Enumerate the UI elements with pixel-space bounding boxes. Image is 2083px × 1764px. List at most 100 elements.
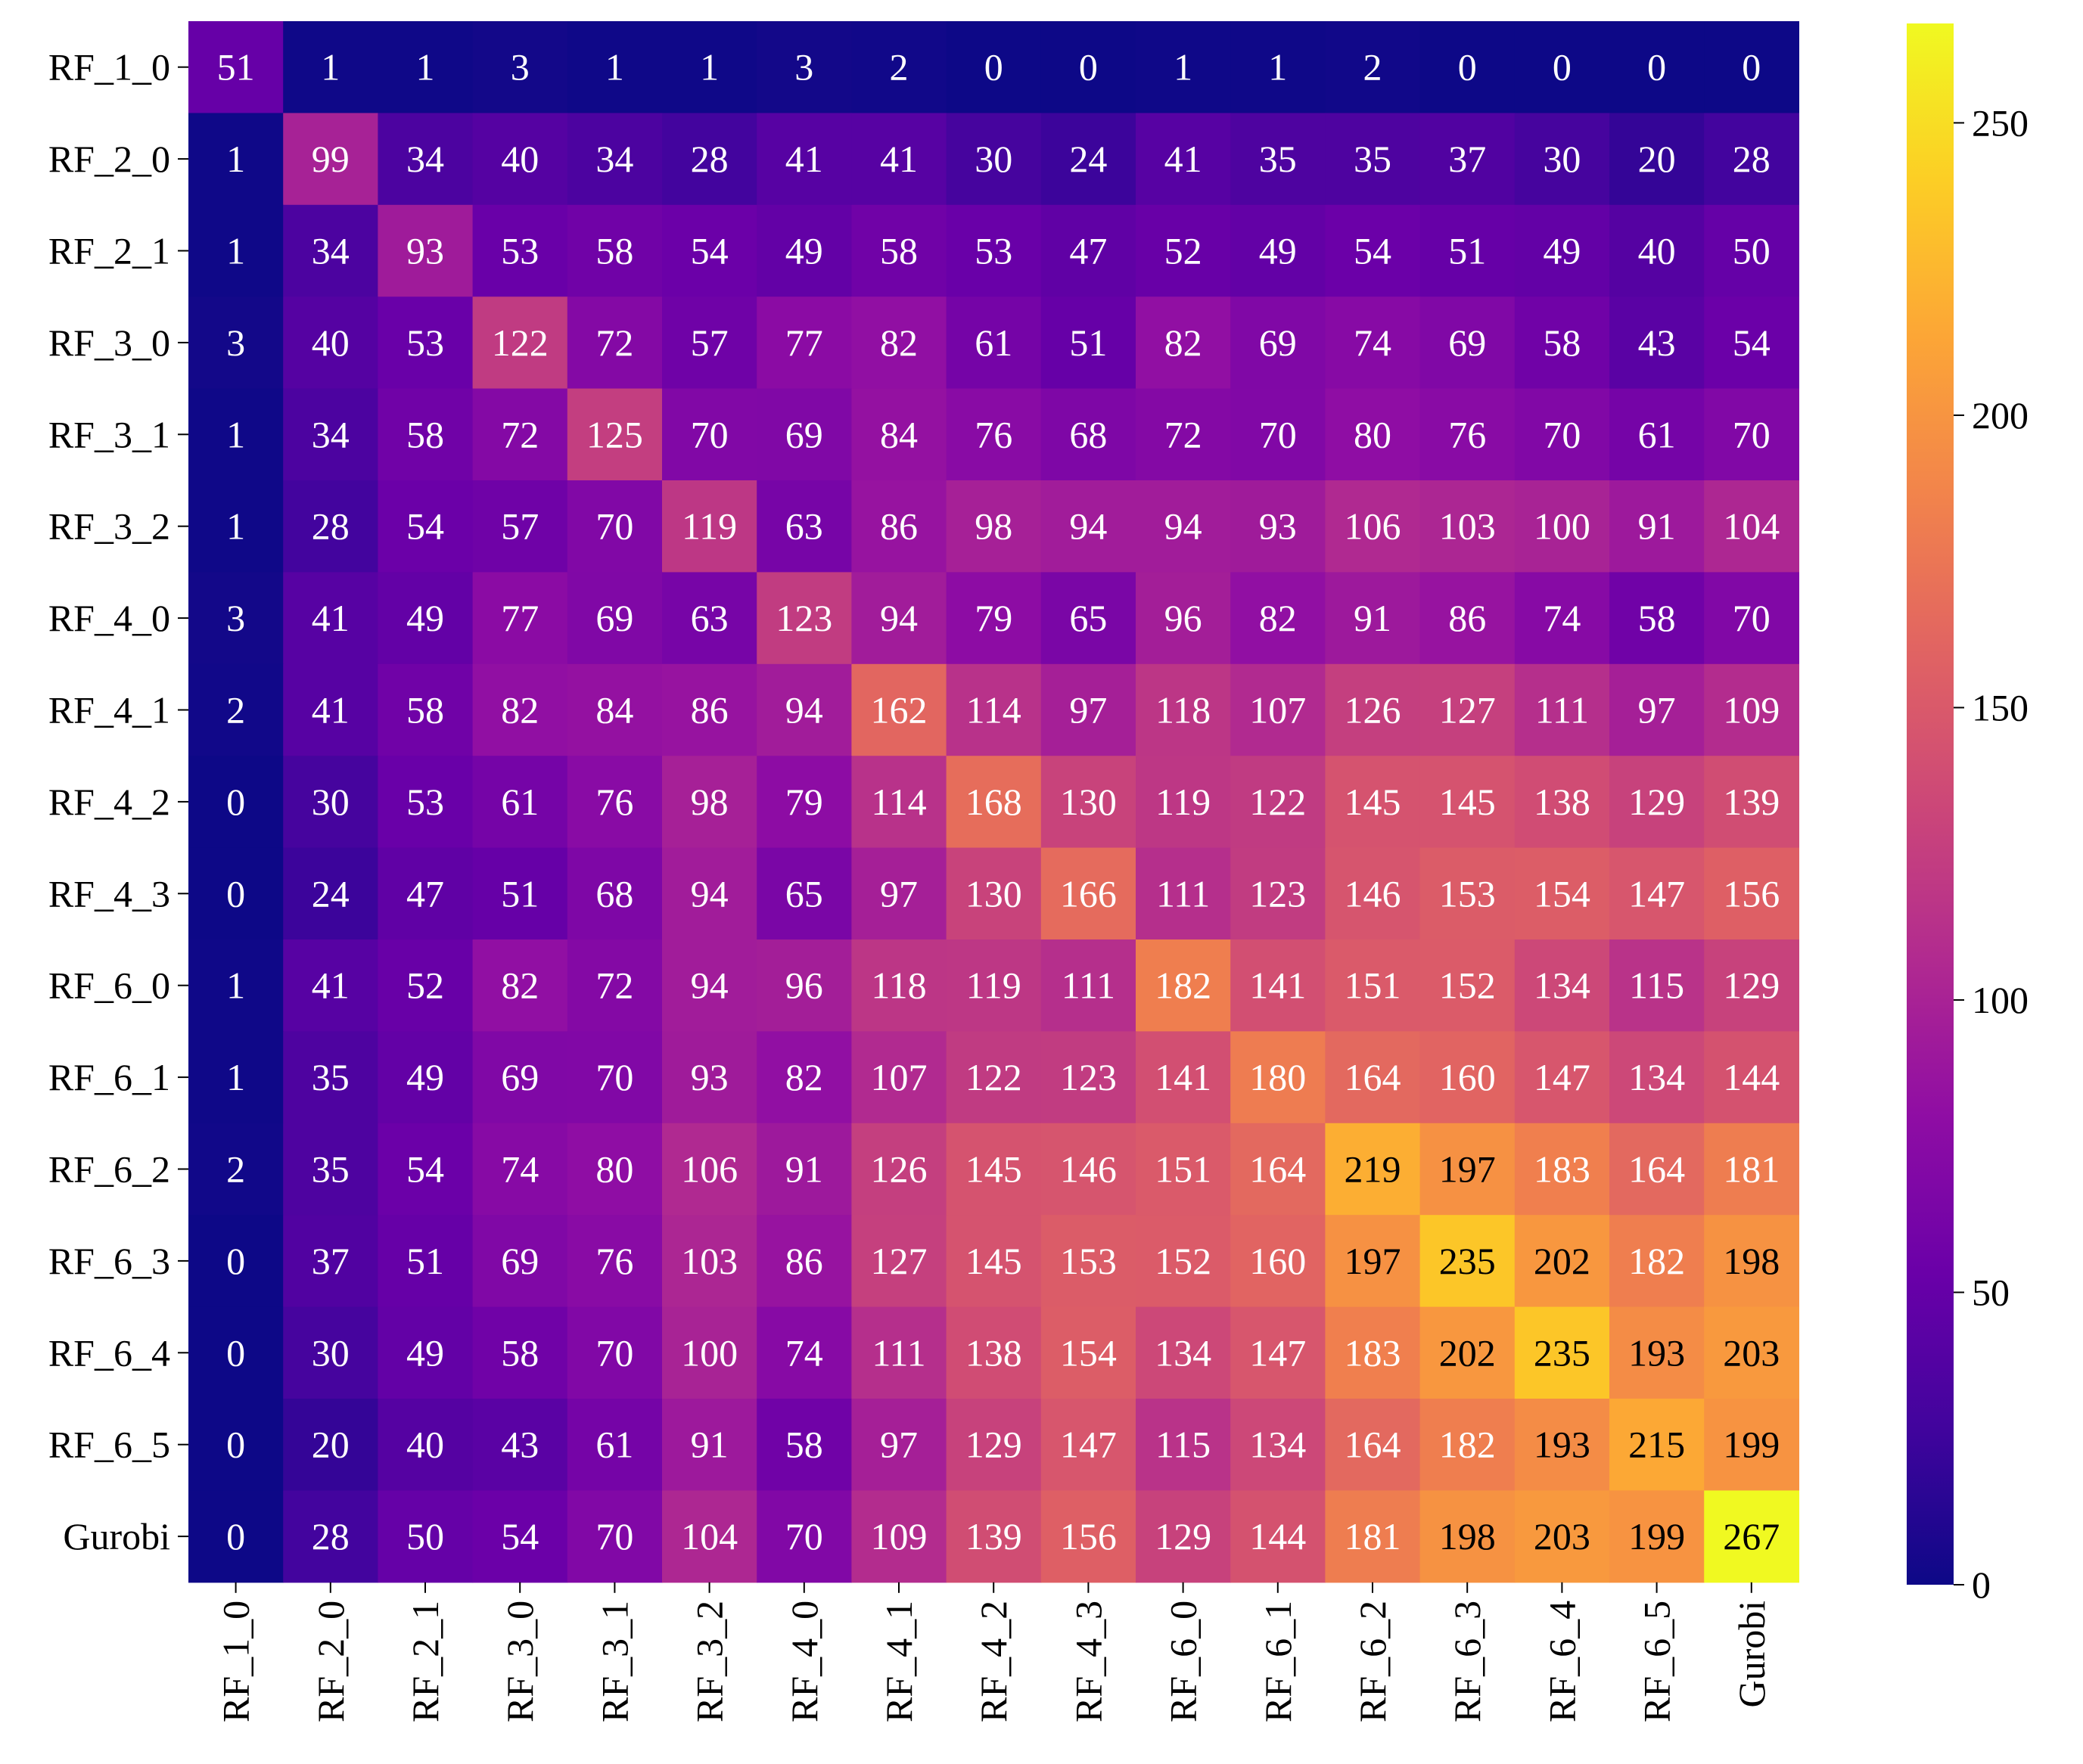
cell-value-label: 1 (416, 46, 435, 89)
colorbar-tick-label: 100 (1972, 979, 2029, 1021)
cell-value-label: 193 (1534, 1424, 1590, 1466)
y-tick-label: RF_6_0 (48, 964, 170, 1007)
heatmap-cell (1514, 1399, 1610, 1491)
heatmap-cell (757, 480, 852, 573)
cell-value-label: 61 (975, 321, 1012, 364)
heatmap-cell (1040, 1306, 1136, 1399)
heatmap-cell (1325, 1215, 1421, 1308)
heatmap-cell (1419, 1490, 1516, 1583)
cell-value-label: 37 (1448, 138, 1486, 180)
heatmap-cell (1040, 297, 1136, 390)
x-tick-label: RF_4_3 (1067, 1601, 1109, 1722)
y-tick-label: RF_4_2 (48, 781, 170, 823)
heatmap-cell (946, 388, 1042, 481)
cell-value-label: 86 (785, 1240, 823, 1282)
heatmap-cell (378, 847, 474, 940)
cell-value-label: 57 (691, 321, 729, 364)
heatmap-cell (567, 113, 663, 206)
heatmap-cell (1230, 113, 1326, 206)
cell-value-label: 20 (1638, 138, 1676, 180)
cell-value-label: 3 (226, 321, 245, 364)
heatmap-cell (1419, 113, 1516, 206)
heatmap-cell (1230, 1490, 1326, 1583)
heatmap-cell (1609, 204, 1705, 297)
heatmap-cell (472, 113, 568, 206)
heatmap-cell (283, 1031, 378, 1124)
heatmap-cell (567, 388, 663, 481)
cell-value-label: 0 (226, 1240, 245, 1282)
cell-value-label: 76 (1448, 413, 1486, 455)
heatmap-cell (472, 1123, 568, 1216)
cell-value-label: 30 (312, 781, 350, 823)
x-tick-label: RF_6_0 (1162, 1601, 1205, 1722)
cell-value-label: 58 (406, 689, 444, 731)
cell-value-label: 82 (785, 1056, 823, 1098)
heatmap-cell (1514, 297, 1610, 390)
heatmap-cell (757, 1399, 852, 1491)
cell-value-label: 123 (1060, 1056, 1117, 1098)
heatmap-cell (946, 297, 1042, 390)
heatmap-cell (1230, 1031, 1326, 1124)
cell-value-label: 40 (312, 321, 350, 364)
y-tick-label: RF_6_4 (48, 1331, 170, 1374)
heatmap-cell (946, 21, 1042, 113)
heatmap-cell (472, 663, 568, 756)
cell-value-label: 70 (1733, 413, 1771, 455)
cell-value-label: 43 (501, 1424, 539, 1466)
cell-value-label: 162 (871, 689, 928, 731)
heatmap-cell (1325, 939, 1421, 1032)
cell-value-label: 111 (1156, 872, 1210, 915)
y-tick-label: RF_2_1 (48, 230, 170, 272)
cell-value-label: 127 (871, 1240, 928, 1282)
cell-value-label: 52 (1164, 230, 1202, 272)
colorbar: 0 50 100 150 200 250 (1907, 23, 2029, 1606)
heatmap-cell (1704, 1490, 1799, 1583)
cell-value-label: 76 (595, 781, 633, 823)
heatmap-cell (1230, 1123, 1326, 1216)
cell-value-label: 168 (965, 781, 1022, 823)
heatmap-cell (1514, 1215, 1610, 1308)
heatmap-cell (188, 572, 284, 665)
heatmap-cell (662, 756, 757, 849)
heatmap-cell (567, 297, 663, 390)
heatmap-cell (1230, 1399, 1326, 1491)
cell-value-label: 122 (1249, 781, 1306, 823)
cell-value-label: 235 (1439, 1240, 1496, 1282)
heatmap-cell (1514, 663, 1610, 756)
heatmap-cell (1609, 113, 1705, 206)
cell-value-label: 49 (785, 230, 823, 272)
cell-value-label: 37 (312, 1240, 350, 1282)
heatmap-cell (1325, 847, 1421, 940)
cell-value-label: 49 (406, 1331, 444, 1374)
cell-value-label: 97 (1638, 689, 1676, 731)
cell-value-label: 94 (785, 689, 823, 731)
cell-value-label: 2 (890, 46, 909, 89)
cell-value-label: 145 (965, 1240, 1022, 1282)
cell-value-label: 97 (880, 1424, 918, 1466)
cell-value-label: 94 (691, 872, 729, 915)
y-tick-label: RF_3_1 (48, 413, 170, 455)
heatmap-cell (1419, 297, 1516, 390)
cell-value-label: 70 (1733, 597, 1771, 639)
heatmap-cell (1704, 663, 1799, 756)
heatmap-cell (1609, 847, 1705, 940)
heatmap-cell (946, 480, 1042, 573)
cell-value-label: 100 (1534, 505, 1590, 548)
heatmap-cell (1514, 388, 1610, 481)
heatmap-cell (1325, 480, 1421, 573)
cell-value-label: 164 (1628, 1148, 1685, 1191)
heatmap-cell (1136, 388, 1231, 481)
heatmap-cell (1136, 572, 1231, 665)
heatmap-cell (1419, 388, 1516, 481)
heatmap-cell (283, 1215, 378, 1308)
cell-value-label: 103 (1439, 505, 1496, 548)
heatmap-cell (1325, 297, 1421, 390)
heatmap-cell (1704, 756, 1799, 849)
cell-value-label: 40 (406, 1424, 444, 1466)
cell-value-label: 69 (785, 413, 823, 455)
heatmap-cell (1040, 204, 1136, 297)
cell-value-label: 130 (1060, 781, 1117, 823)
cell-value-label: 74 (785, 1331, 823, 1374)
cell-value-label: 215 (1628, 1424, 1685, 1466)
heatmap-cell (1514, 1306, 1610, 1399)
